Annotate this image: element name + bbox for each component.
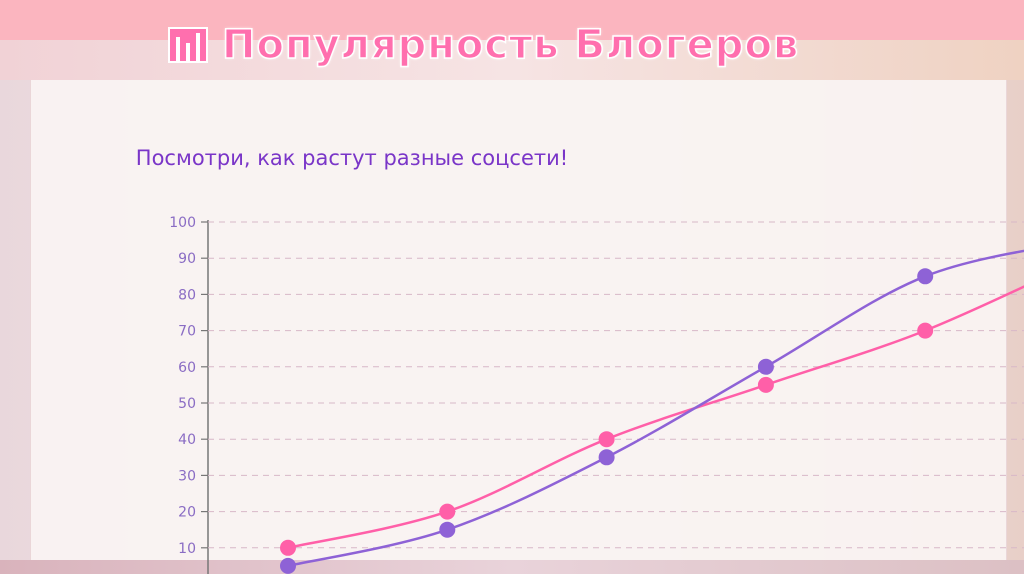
data-point — [280, 557, 296, 574]
y-tick-label: 10 — [178, 541, 196, 557]
data-point — [598, 449, 615, 466]
y-tick-label: 60 — [178, 360, 196, 376]
footer-band — [0, 560, 1024, 574]
title-text: Популярность Блогеров — [221, 21, 800, 69]
data-point — [917, 268, 934, 285]
page-title: Популярность Блогеров — [168, 21, 800, 69]
y-tick-label: 80 — [178, 287, 196, 303]
y-tick-label: 30 — [178, 468, 196, 484]
data-point — [280, 539, 296, 556]
y-tick-label: 100 — [169, 215, 196, 231]
data-point — [439, 521, 456, 538]
bar-chart-icon — [168, 27, 208, 63]
data-point — [439, 503, 456, 520]
series-line-2 — [287, 249, 1024, 568]
y-tick-label: 40 — [178, 432, 196, 448]
y-tick-label: 50 — [178, 396, 196, 412]
data-point — [757, 358, 774, 375]
data-point — [757, 376, 774, 393]
data-point — [598, 431, 615, 448]
data-point — [917, 322, 934, 339]
chart-subtitle: Посмотри, как растут разные соцсети! — [135, 146, 569, 170]
y-tick-label: 70 — [178, 324, 196, 340]
y-tick-label: 20 — [178, 505, 196, 521]
series-line-1 — [287, 285, 1024, 550]
y-tick-label: 90 — [178, 251, 196, 267]
